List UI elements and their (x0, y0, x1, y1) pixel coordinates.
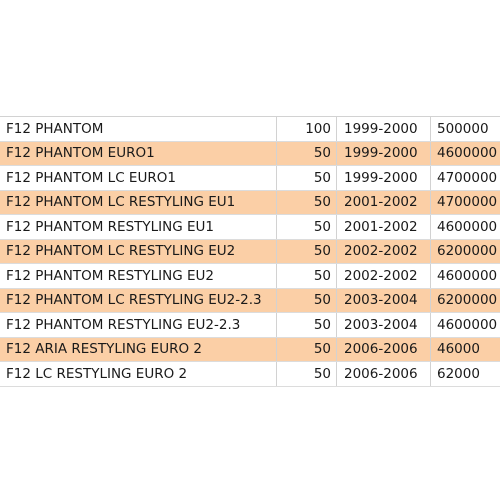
cell-qty[interactable]: 50 (276, 337, 337, 362)
table-row[interactable]: F12 PHANTOM RESTYLING EU1 50 2001-2002 4… (0, 214, 500, 240)
table-row[interactable]: F12 PHANTOM LC RESTYLING EU1 50 2001-200… (0, 190, 500, 215)
cell-qty[interactable]: 100 (276, 116, 337, 142)
table-row[interactable]: F12 PHANTOM RESTYLING EU2-2.3 50 2003-20… (0, 312, 500, 338)
cell-name[interactable]: F12 PHANTOM LC RESTYLING EU2-2.3 (0, 288, 277, 313)
cell-qty[interactable]: 50 (276, 312, 337, 338)
cell-years[interactable]: 2002-2002 (336, 239, 431, 264)
cell-qty[interactable]: 50 (276, 263, 337, 289)
cell-name[interactable]: F12 PHANTOM LC RESTYLING EU1 (0, 190, 277, 215)
table-row[interactable]: F12 PHANTOM EURO1 50 1999-2000 4600000 (0, 141, 500, 166)
cell-price[interactable]: 4600000 (430, 141, 500, 166)
table-row[interactable]: F12 PHANTOM LC RESTYLING EU2 50 2002-200… (0, 239, 500, 264)
cell-qty[interactable]: 50 (276, 239, 337, 264)
cell-years[interactable]: 2006-2006 (336, 337, 431, 362)
cell-years[interactable]: 2001-2002 (336, 190, 431, 215)
cell-qty[interactable]: 50 (276, 214, 337, 240)
cell-name[interactable]: F12 LC RESTYLING EURO 2 (0, 361, 277, 387)
cell-name[interactable]: F12 ARIA RESTYLING EURO 2 (0, 337, 277, 362)
table-row[interactable]: F12 PHANTOM 100 1999-2000 500000 (0, 116, 500, 142)
cell-price[interactable]: 4600000 (430, 263, 500, 289)
data-grid: F12 PHANTOM 100 1999-2000 500000 F12 PHA… (0, 116, 500, 387)
table-row[interactable]: F12 LC RESTYLING EURO 2 50 2006-2006 620… (0, 361, 500, 387)
cell-years[interactable]: 2001-2002 (336, 214, 431, 240)
cell-years[interactable]: 1999-2000 (336, 116, 431, 142)
cell-qty[interactable]: 50 (276, 165, 337, 191)
cell-years[interactable]: 1999-2000 (336, 165, 431, 191)
cell-price[interactable]: 46000 (430, 337, 500, 362)
cell-price[interactable]: 6200000 (430, 288, 500, 313)
cell-price[interactable]: 62000 (430, 361, 500, 387)
cell-price[interactable]: 4700000 (430, 165, 500, 191)
cell-years[interactable]: 2003-2004 (336, 312, 431, 338)
cell-price[interactable]: 6200000 (430, 239, 500, 264)
table-row[interactable]: F12 PHANTOM LC RESTYLING EU2-2.3 50 2003… (0, 288, 500, 313)
cell-years[interactable]: 1999-2000 (336, 141, 431, 166)
table-row[interactable]: F12 ARIA RESTYLING EURO 2 50 2006-2006 4… (0, 337, 500, 362)
cell-name[interactable]: F12 PHANTOM LC EURO1 (0, 165, 277, 191)
table-row[interactable]: F12 PHANTOM LC EURO1 50 1999-2000 470000… (0, 165, 500, 191)
cell-years[interactable]: 2003-2004 (336, 288, 431, 313)
cell-price[interactable]: 4600000 (430, 214, 500, 240)
cell-name[interactable]: F12 PHANTOM RESTYLING EU1 (0, 214, 277, 240)
cell-price[interactable]: 500000 (430, 116, 500, 142)
cell-price[interactable]: 4600000 (430, 312, 500, 338)
cell-name[interactable]: F12 PHANTOM RESTYLING EU2-2.3 (0, 312, 277, 338)
cell-name[interactable]: F12 PHANTOM RESTYLING EU2 (0, 263, 277, 289)
cell-qty[interactable]: 50 (276, 361, 337, 387)
cell-name[interactable]: F12 PHANTOM LC RESTYLING EU2 (0, 239, 277, 264)
cell-name[interactable]: F12 PHANTOM EURO1 (0, 141, 277, 166)
cell-qty[interactable]: 50 (276, 141, 337, 166)
table-row[interactable]: F12 PHANTOM RESTYLING EU2 50 2002-2002 4… (0, 263, 500, 289)
cell-years[interactable]: 2002-2002 (336, 263, 431, 289)
cell-name[interactable]: F12 PHANTOM (0, 116, 277, 142)
cell-price[interactable]: 4700000 (430, 190, 500, 215)
cell-qty[interactable]: 50 (276, 190, 337, 215)
cell-qty[interactable]: 50 (276, 288, 337, 313)
cell-years[interactable]: 2006-2006 (336, 361, 431, 387)
